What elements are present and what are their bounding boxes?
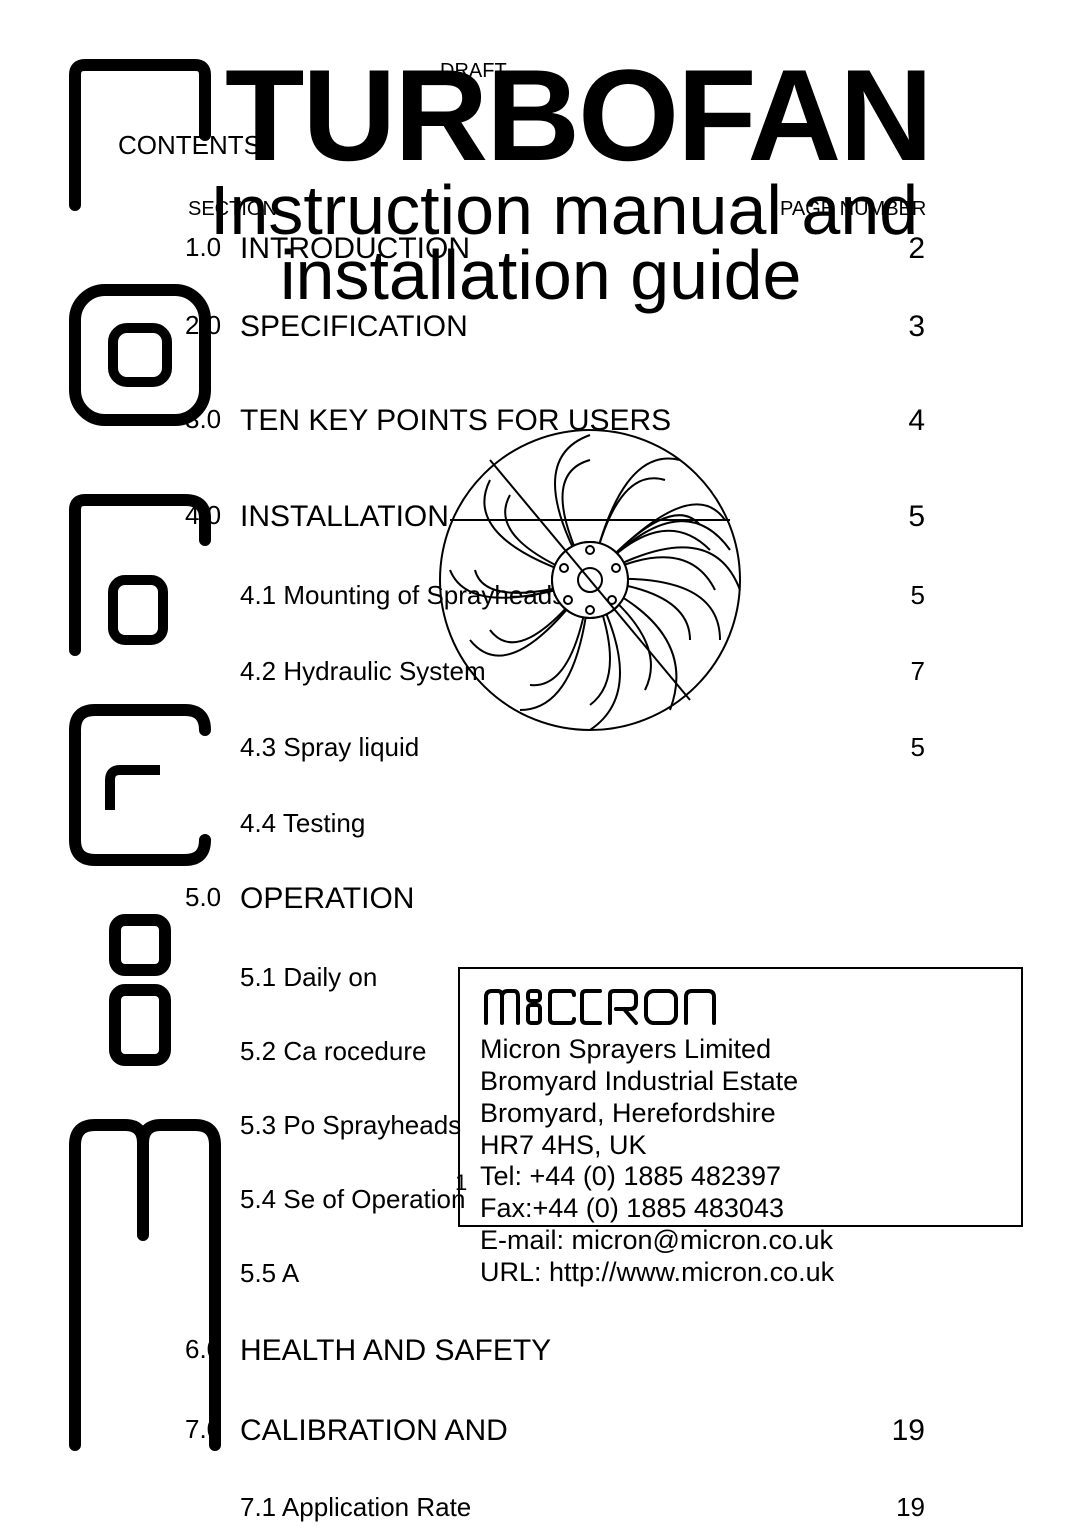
toc-num: 6.0	[185, 1334, 221, 1365]
company-line: E-mail: micron@micron.co.uk	[480, 1225, 1001, 1257]
toc-num: 4.0	[185, 500, 221, 531]
toc-num: 3.0	[185, 404, 221, 435]
toc-sub: 4.3 Spray liquid	[240, 732, 419, 763]
toc-page: 4	[908, 404, 925, 438]
product-title: TURBOFAN	[225, 40, 931, 190]
toc-sub-page: 19	[896, 1492, 925, 1523]
company-logo	[480, 983, 1001, 1034]
toc-sub: 7.1 Application Rate	[240, 1492, 471, 1523]
toc-num: 7.0	[185, 1414, 221, 1445]
toc-num: 5.0	[185, 882, 221, 913]
company-line: Bromyard, Herefordshire	[480, 1098, 1001, 1130]
toc-num: 2.0	[185, 310, 221, 341]
company-line: URL: http://www.micron.co.uk	[480, 1257, 1001, 1289]
company-line: Micron Sprayers Limited	[480, 1034, 1001, 1066]
contents-label: CONTENTS	[118, 130, 261, 161]
toc-heading: SPECIFICATION	[240, 310, 468, 344]
fan-illustration	[430, 420, 750, 740]
toc-heading: HEALTH AND SAFETY	[240, 1334, 551, 1368]
toc-sub: 5.3 Po Sprayheads	[240, 1110, 461, 1141]
toc-heading: OPERATION	[240, 882, 414, 916]
company-line: Bromyard Industrial Estate	[480, 1066, 1001, 1098]
company-line: Fax:+44 (0) 1885 483043	[480, 1193, 1001, 1225]
toc-sub: 5.1 Daily on	[240, 962, 377, 993]
toc-sub: 5.5 A	[240, 1258, 299, 1289]
toc-sub: 4.4 Testing	[240, 808, 365, 839]
company-line: HR7 4HS, UK	[480, 1130, 1001, 1162]
toc-heading: INSTALLATION	[240, 500, 449, 534]
toc-page: 19	[892, 1414, 925, 1448]
toc-sub-page: 7	[911, 656, 925, 687]
toc-page: 2	[908, 232, 925, 266]
toc-heading: CALIBRATION AND	[240, 1414, 508, 1448]
company-line: Tel: +44 (0) 1885 482397	[480, 1161, 1001, 1193]
toc-sub: 5.4 Se of Operation	[240, 1184, 465, 1215]
toc-sub: 5.2 Ca rocedure	[240, 1036, 426, 1067]
company-info-box: Micron Sprayers Limited Bromyard Industr…	[458, 967, 1023, 1227]
toc-sub-page: 5	[911, 580, 925, 611]
toc-num: 1.0	[185, 232, 221, 263]
toc-page: 3	[908, 310, 925, 344]
toc-sub-page: 5	[911, 732, 925, 763]
toc-heading: INTRODUCTION	[240, 232, 470, 266]
toc-page: 5	[908, 500, 925, 534]
